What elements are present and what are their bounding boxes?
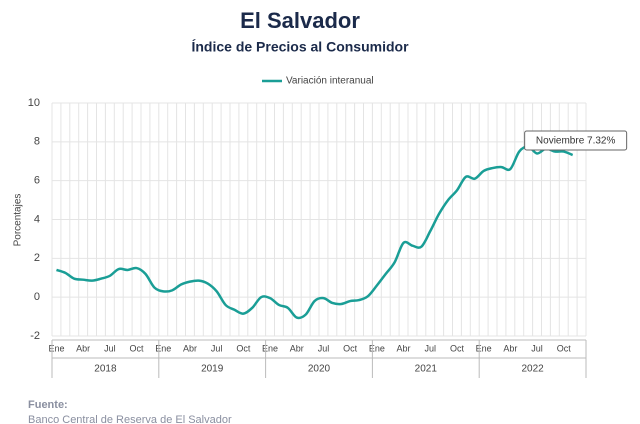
x-tick-label: Oct [343,343,358,353]
x-tick-label: Abr [397,343,411,353]
y-tick-label: 0 [34,291,40,303]
year-label: 2022 [521,364,544,375]
annotation-box [524,130,628,151]
y-tick-label: 4 [34,213,40,225]
x-tick-label: Jul [424,343,436,353]
y-axis-label: Porcentajes [13,194,24,247]
x-tick-label: Jul [318,343,330,353]
x-tick-label: Oct [130,343,145,353]
x-tick-label: Abr [183,343,197,353]
year-label: 2021 [415,364,438,375]
x-tick-label: Ene [155,343,171,353]
x-tick-label: Ene [369,343,385,353]
source: Banco Central de Reserva de El Salvador [28,414,232,424]
year-label: 2020 [308,364,331,375]
y-tick-label: 6 [34,175,40,187]
y-tick-label: 2 [34,252,40,264]
year-label: 2019 [201,364,224,375]
x-tick-label: Jul [531,343,543,353]
x-tick-label: Ene [262,343,278,353]
y-tick-label: 10 [28,97,40,109]
x-tick-label: Oct [236,343,251,353]
x-tick-label: Oct [557,343,572,353]
year-label: 2018 [94,364,117,375]
x-tick-label: Ene [476,343,492,353]
x-tick-label: Jul [104,343,116,353]
x-tick-label: Abr [503,343,517,353]
line [56,145,574,320]
chart-title: El Salvador [240,8,360,33]
x-tick-label: Ene [48,343,64,353]
x-tick-label: Abr [76,343,90,353]
y-tick-label: -2 [30,330,40,342]
legend-label: Variación interanual [286,76,374,87]
source-label: Fuente: [28,399,68,411]
x-tick-label: Abr [290,343,304,353]
x-tick-label: Oct [450,343,465,353]
chart-subtitle: Índice de Precios al Consumidor [191,39,409,55]
y-tick-label: 8 [34,136,40,148]
annotation: Noviembre 7.32% [536,136,616,147]
x-tick-label: Jul [211,343,223,353]
